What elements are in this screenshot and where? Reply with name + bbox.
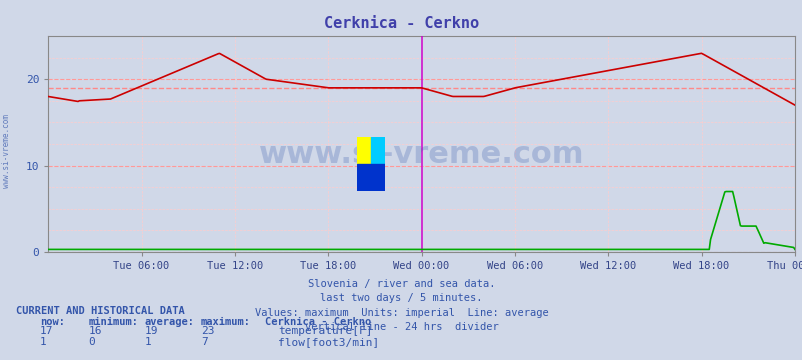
Text: 1: 1 [144, 337, 151, 347]
Bar [371, 137, 385, 164]
Text: last two days / 5 minutes.: last two days / 5 minutes. [320, 293, 482, 303]
Text: flow[foot3/min]: flow[foot3/min] [277, 337, 379, 347]
Bar [357, 137, 371, 164]
Text: www.si-vreme.com: www.si-vreme.com [2, 114, 11, 188]
Text: CURRENT AND HISTORICAL DATA: CURRENT AND HISTORICAL DATA [16, 306, 184, 316]
Bar [357, 164, 385, 191]
Text: 16: 16 [88, 326, 102, 336]
Text: minimum:: minimum: [88, 317, 138, 327]
Text: 0: 0 [88, 337, 95, 347]
Text: now:: now: [40, 317, 65, 327]
Text: 7: 7 [200, 337, 207, 347]
Text: Cerknica - Cerkno: Cerknica - Cerkno [323, 16, 479, 31]
Text: www.si-vreme.com: www.si-vreme.com [258, 140, 584, 169]
Text: Cerknica - Cerkno: Cerknica - Cerkno [265, 317, 371, 327]
Text: 19: 19 [144, 326, 158, 336]
Text: vertical line - 24 hrs  divider: vertical line - 24 hrs divider [304, 322, 498, 332]
Text: temperature[F]: temperature[F] [277, 326, 372, 336]
Text: 23: 23 [200, 326, 214, 336]
Text: 17: 17 [40, 326, 54, 336]
Text: maximum:: maximum: [200, 317, 250, 327]
Text: Slovenia / river and sea data.: Slovenia / river and sea data. [307, 279, 495, 289]
Text: Values: maximum  Units: imperial  Line: average: Values: maximum Units: imperial Line: av… [254, 308, 548, 318]
Text: average:: average: [144, 317, 194, 327]
Text: 1: 1 [40, 337, 47, 347]
